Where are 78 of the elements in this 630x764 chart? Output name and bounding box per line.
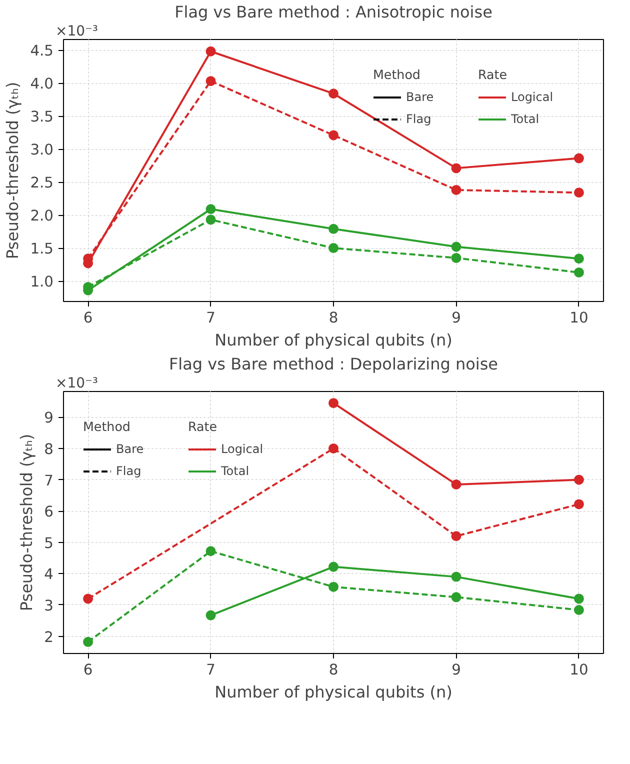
y-tick-label: 4 — [44, 566, 54, 584]
legend-label: Bare — [406, 90, 434, 104]
legend-label: Total — [221, 464, 250, 478]
point — [451, 184, 462, 195]
point — [328, 130, 338, 140]
text: Rate — [478, 67, 508, 82]
legend-label: Flag — [406, 112, 432, 126]
y-tick-label: 3.5 — [30, 108, 54, 126]
point — [574, 499, 584, 510]
point — [328, 224, 338, 234]
point — [83, 636, 94, 647]
x-axis-title: Number of physical qubits (n) — [214, 330, 452, 350]
point — [451, 592, 462, 602]
y-tick-label: 2.0 — [30, 208, 54, 225]
point — [451, 531, 462, 542]
point — [451, 242, 462, 252]
chart-title: Flag vs Bare method : Depolarizing noise — [168, 354, 498, 374]
legend-label: Logical — [511, 90, 554, 104]
point — [206, 46, 216, 56]
text: ×10⁻³ — [56, 376, 98, 392]
point — [328, 398, 338, 408]
text: Method — [373, 67, 420, 82]
point — [574, 267, 584, 278]
point — [206, 214, 216, 225]
x-tick-label: 9 — [452, 662, 461, 678]
point — [328, 243, 338, 254]
x-tick-label: 6 — [83, 310, 93, 326]
point — [206, 610, 216, 620]
y-tick-label: 4.5 — [30, 42, 54, 60]
y-tick-label: 7 — [44, 472, 54, 490]
legend-label: Bare — [116, 442, 144, 456]
point — [451, 252, 462, 263]
text: Rate — [188, 419, 218, 434]
y-axis-title: Pseudo-threshold (γₜₕ) — [17, 434, 36, 612]
point — [574, 474, 584, 485]
y-tick-label: 1.0 — [30, 274, 54, 291]
y-tick-label: 3 — [44, 597, 54, 614]
point — [206, 76, 216, 86]
point — [328, 562, 338, 572]
point — [83, 594, 94, 604]
point — [451, 572, 462, 582]
point — [451, 479, 462, 490]
y-tick-label: 2 — [44, 628, 54, 646]
text: Method — [83, 419, 130, 434]
point — [451, 163, 462, 174]
y-tick-label: 2.5 — [30, 174, 54, 192]
point — [328, 443, 338, 454]
y-tick-label: 3.0 — [30, 142, 54, 159]
legend-label: Logical — [221, 442, 264, 456]
x-tick-label: 8 — [328, 662, 338, 678]
y-tick-label: 8 — [44, 440, 54, 458]
legend-label: Total — [511, 112, 540, 126]
x-tick-label: 7 — [206, 662, 216, 678]
x-tick-label: 9 — [452, 310, 461, 326]
y-tick-label: 6 — [44, 504, 54, 521]
y-tick-label: 1.5 — [30, 240, 54, 258]
point — [574, 594, 584, 604]
x-tick-label: 10 — [570, 662, 588, 678]
y-axis-title: Pseudo-threshold (γₜₕ) — [3, 82, 22, 260]
x-tick-label: 7 — [206, 310, 216, 326]
x-tick-label: 10 — [570, 310, 588, 326]
point — [206, 204, 216, 214]
point — [328, 582, 338, 592]
point — [574, 188, 584, 198]
point — [328, 88, 338, 99]
point — [574, 605, 584, 615]
point — [206, 546, 216, 556]
y-tick-label: 4.0 — [30, 76, 54, 93]
legend-label: Flag — [116, 464, 142, 478]
y-tick-label: 5 — [44, 534, 54, 552]
x-axis-title: Number of physical qubits (n) — [214, 682, 452, 702]
text: ×10⁻³ — [56, 24, 98, 40]
chart-title: Flag vs Bare method : Anisotropic noise — [174, 2, 492, 22]
x-tick-label: 6 — [83, 662, 93, 678]
x-tick-label: 8 — [328, 310, 338, 326]
y-tick-label: 9 — [44, 410, 54, 427]
point — [574, 153, 584, 164]
point — [574, 254, 584, 264]
